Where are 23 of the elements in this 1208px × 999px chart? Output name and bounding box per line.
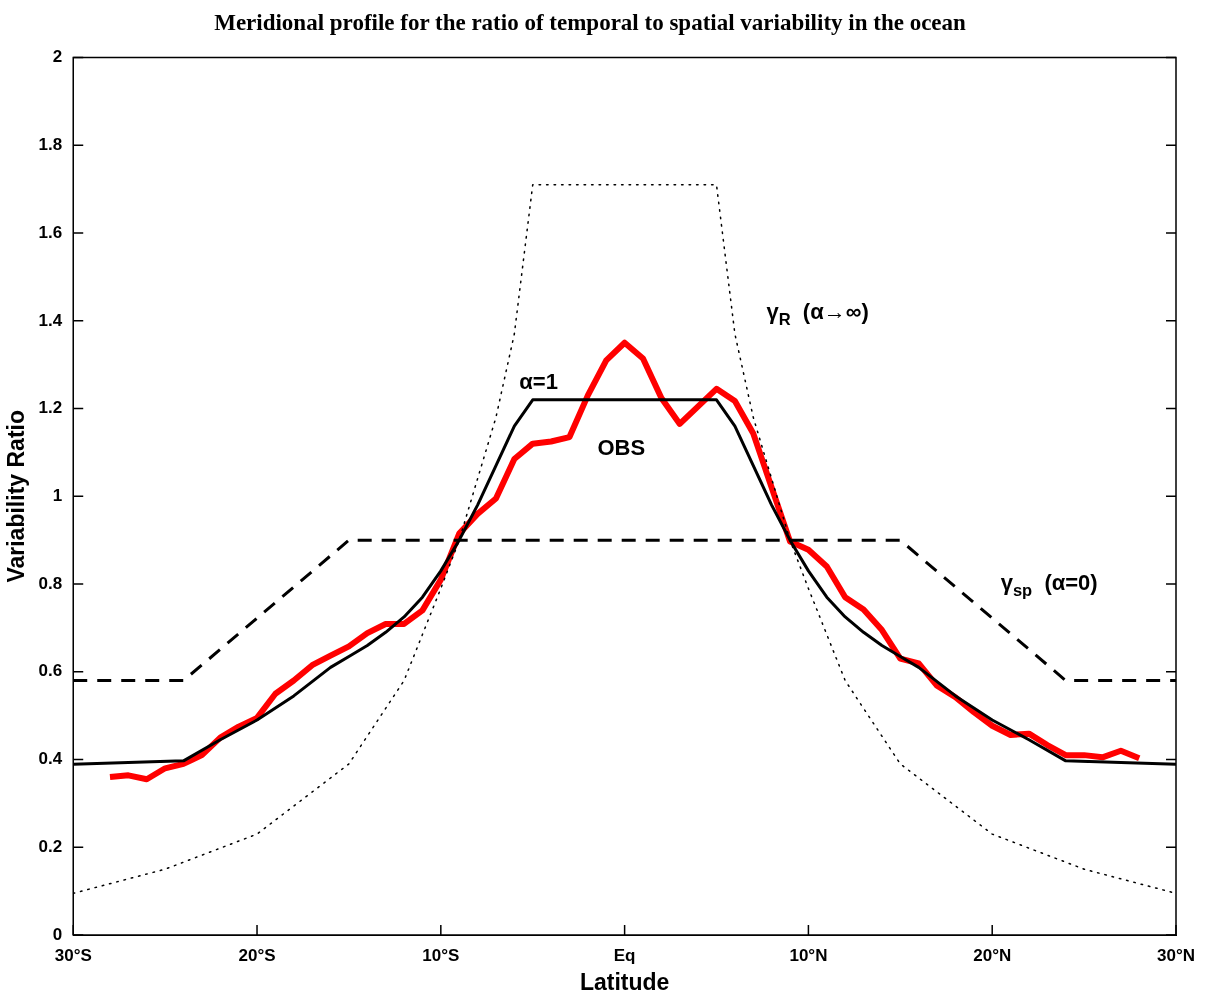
y-tick-label: 1.6: [38, 222, 63, 242]
x-tick-label: Eq: [613, 945, 636, 965]
x-tick-label: 20°N: [973, 945, 1012, 965]
y-tick-label: 0: [52, 924, 63, 944]
y-tick-label: 1.2: [38, 398, 63, 418]
x-tick-label: 10°S: [422, 945, 460, 965]
chart-title: Meridional profile for the ratio of temporal to spatial variability in the ocean: [214, 9, 967, 35]
series-label: α=1: [519, 369, 558, 395]
x-tick-label: 10°N: [789, 945, 828, 965]
y-tick-label: 2: [52, 47, 63, 67]
x-tick-label: 20°S: [238, 945, 276, 965]
y-tick-label: 0.8: [38, 573, 63, 593]
x-axis-title: Latitude: [579, 968, 670, 995]
x-tick-label: 30°N: [1157, 945, 1195, 965]
y-tick-label: 0.2: [38, 836, 63, 856]
y-tick-label: 1.4: [38, 310, 63, 330]
y-tick-label: 1: [52, 485, 63, 505]
y-tick-label: 0.6: [38, 661, 63, 681]
x-tick-label: 30°S: [54, 945, 92, 965]
y-tick-label: 1.8: [38, 135, 63, 155]
series-label: OBS: [597, 434, 646, 460]
y-tick-label: 0.4: [38, 749, 63, 769]
y-axis-title: Variability Ratio: [3, 410, 30, 583]
